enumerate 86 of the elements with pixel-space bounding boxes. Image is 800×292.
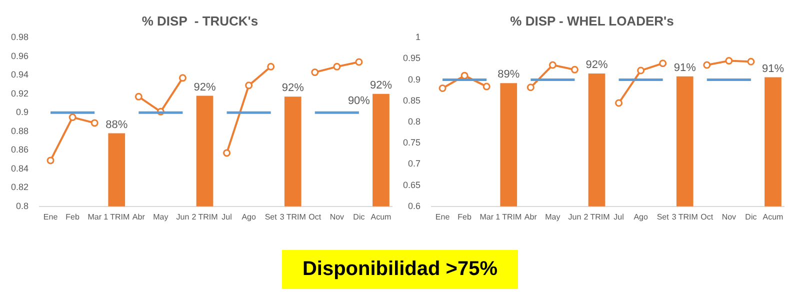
point [637, 66, 645, 74]
y-tick-label: 0.82 [10, 182, 29, 192]
x-tick-label: May [153, 212, 168, 222]
x-tick-label: Ago [634, 212, 648, 222]
y-tick-label: 1 [416, 32, 421, 42]
x-tick-label: Mar [88, 212, 102, 222]
x-tick-label: 3 TRIM [280, 212, 306, 222]
point [615, 99, 623, 107]
x-tick-label: Jun [176, 212, 190, 222]
point [223, 149, 231, 157]
data-label: 92% [586, 59, 608, 71]
point [245, 82, 253, 90]
point [725, 57, 733, 65]
point [438, 84, 446, 92]
x-tick-label: Oct [308, 212, 322, 222]
point [46, 156, 54, 164]
point [333, 62, 341, 70]
x-tick-label: Feb [458, 212, 472, 222]
x-tick-label: Mar [480, 212, 494, 222]
text: Disponibilidad >75% [282, 250, 518, 289]
y-tick-label: 0.9 [408, 74, 421, 84]
x-tick-label: May [545, 212, 560, 222]
x-tick-label: Ene [43, 212, 58, 222]
y-tick-label: 0.88 [10, 126, 29, 136]
point [134, 92, 142, 100]
x-tick-label: Set [656, 212, 670, 222]
x-tick-label: Feb [66, 212, 80, 222]
x-tick-label: 1 TRIM [496, 212, 522, 222]
chart-title: % DISP - WHEL LOADER's [510, 13, 674, 28]
x-tick-label: Oct [700, 212, 714, 222]
point [526, 84, 534, 92]
annotation: 90% [348, 95, 370, 108]
x-tick-label: 2 TRIM [192, 212, 218, 222]
x-tick-label: Ene [435, 212, 450, 222]
point [482, 82, 490, 90]
y-tick-label: 0.65 [402, 180, 421, 190]
y-tick-label: 0.98 [10, 32, 29, 42]
data-label: 92% [194, 81, 216, 94]
y-tick-label: 0.7 [408, 158, 421, 169]
data-label: 91% [762, 62, 784, 75]
x-tick-label: Abr [132, 212, 146, 222]
x-tick-label: 3 TRIM [672, 212, 698, 222]
point [267, 62, 275, 70]
point [570, 66, 578, 74]
x-tick-label: Abr [524, 212, 538, 222]
point [178, 74, 186, 82]
x-tick-label: Set [264, 212, 278, 222]
x-tick-label: Ago [242, 212, 256, 222]
point [355, 58, 363, 66]
x-tick-label: 1 TRIM [104, 212, 130, 222]
y-tick-label: 0.94 [10, 70, 29, 80]
data-label: 89% [498, 68, 520, 81]
y-tick-label: 0.96 [10, 50, 29, 61]
x-tick-label: Acum [370, 212, 392, 222]
point [68, 114, 76, 122]
point [311, 68, 319, 76]
point [90, 119, 98, 127]
x-tick-label: Dic [353, 212, 365, 222]
data-label: 92% [282, 82, 304, 94]
x-tick-label: Dic [745, 212, 757, 222]
y-tick-label: 0.95 [402, 53, 421, 64]
y-tick-label: 0.8 [408, 116, 421, 126]
point [747, 58, 755, 66]
x-tick-label: Jun [568, 212, 582, 222]
point [659, 60, 667, 68]
x-tick-label: Nov [722, 212, 736, 222]
y-tick-label: 0.92 [10, 88, 29, 98]
data-label: 91% [674, 62, 696, 74]
y-tick-label: 0.9 [16, 107, 29, 118]
x-tick-label: Jul [614, 212, 624, 222]
point [460, 72, 468, 80]
x-tick-label: Jul [222, 212, 232, 222]
y-tick-label: 0.84 [10, 163, 29, 174]
point [703, 61, 711, 69]
y-tick-label: 0.8 [16, 200, 29, 211]
x-tick-label: Acum [762, 212, 784, 222]
data-label: 88% [106, 118, 128, 131]
data-label: 92% [370, 79, 392, 92]
y-tick-label: 0.75 [402, 138, 421, 148]
y-tick-label: 0.86 [10, 144, 29, 155]
x-tick-label: Nov [330, 212, 344, 222]
y-tick-label: 0.6 [408, 200, 421, 211]
point [548, 61, 556, 69]
x-tick-label: 2 TRIM [584, 212, 610, 222]
chart-title: % DISP - TRUCK's [142, 13, 258, 28]
y-tick-label: 0.85 [402, 95, 421, 106]
